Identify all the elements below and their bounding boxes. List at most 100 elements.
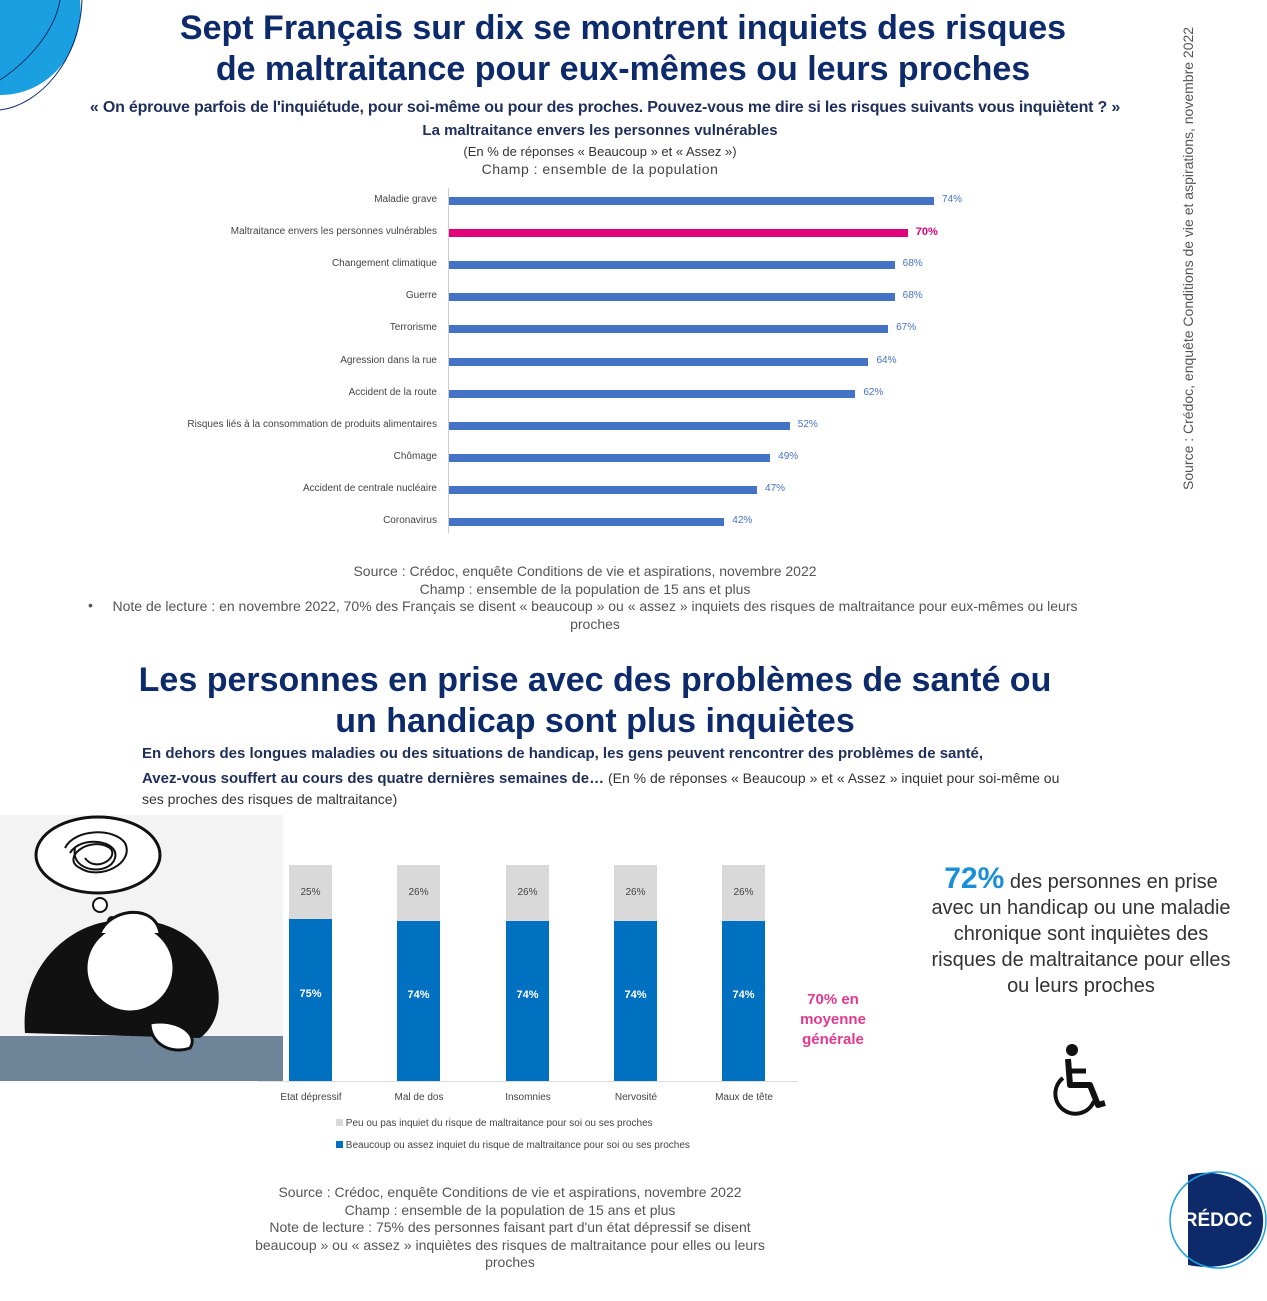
data-label: 62%	[863, 386, 884, 398]
title-line: un handicap sont plus inquiètes	[335, 702, 855, 740]
data-label: 70%	[915, 226, 938, 239]
category-label: Maltraitance envers les personnes vulnér…	[230, 226, 437, 238]
axis-line	[258, 1081, 798, 1082]
bar-segment-worried	[614, 921, 657, 1081]
category-label: Coronavirus	[383, 515, 437, 526]
bar	[449, 197, 934, 205]
worried-person-illustration	[0, 815, 283, 1081]
bar	[449, 485, 758, 494]
data-label: 74%	[407, 989, 430, 1002]
champ-text: Champ : ensemble de la population de 15 …	[419, 581, 751, 597]
bar-segment-not-worried	[722, 865, 765, 922]
data-label: 52%	[797, 418, 818, 430]
legend-item-grey: Peu ou pas inquiet du risque de maltrait…	[336, 1118, 653, 1129]
category-label: Mal de dos	[394, 1092, 444, 1103]
bullet: •	[88, 597, 93, 613]
data-label: 68%	[902, 258, 923, 270]
category-label: Accident de la route	[348, 386, 437, 398]
intro-question-text: Avez-vous souffert au cours des quatre d…	[142, 770, 605, 787]
category-label: Maladie grave	[374, 194, 437, 205]
data-label: 68%	[902, 290, 923, 302]
data-label: 26%	[517, 887, 538, 898]
intro-text: En dehors des longues maladies ou des si…	[142, 745, 984, 762]
bar	[449, 453, 771, 462]
intro-unit: (En % de réponses « Beaucoup » et « Asse…	[142, 770, 1060, 807]
category-label: Maux de tête	[715, 1092, 773, 1103]
legend-swatch	[336, 1119, 343, 1126]
data-label: 26%	[408, 887, 429, 898]
data-label: 75%	[299, 988, 322, 1000]
bar-segment-not-worried	[397, 865, 440, 922]
bar-segment-not-worried	[289, 865, 332, 919]
category-label: Insomnies	[505, 1092, 551, 1103]
data-label: 26%	[733, 887, 754, 898]
legend-label: Peu ou pas inquiet du risque de maltrait…	[345, 1118, 653, 1129]
bar-segment-worried	[289, 919, 332, 1081]
category-label: Risques liés à la consommation de produi…	[187, 418, 437, 430]
logo-text: CRÉDOC	[1170, 1210, 1253, 1231]
data-label: 26%	[625, 887, 646, 898]
bar-segment-not-worried	[506, 865, 549, 922]
chart-subtitle: La maltraitance envers les personnes vul…	[422, 122, 778, 139]
bar-segment-not-worried	[614, 865, 657, 922]
corner-decoration	[0, 0, 83, 111]
category-label: Etat dépressif	[280, 1092, 342, 1103]
data-label: 47%	[765, 482, 786, 494]
intro-question: Avez-vous souffert au cours des quatre d…	[142, 768, 1062, 810]
data-label: 25%	[300, 887, 321, 898]
top-source-block: Source : Crédoc, enquête Conditions de v…	[200, 562, 970, 598]
bar	[449, 421, 790, 430]
bar	[449, 389, 856, 398]
wheelchair-icon	[1053, 1044, 1106, 1116]
category-label: Nervosité	[614, 1092, 658, 1103]
category-label: Chômage	[393, 450, 437, 462]
source-text: Source : Crédoc, enquête Conditions de v…	[278, 1184, 742, 1200]
bar-segment-worried	[397, 921, 440, 1081]
bar	[449, 518, 725, 526]
callout-percent: 72%	[944, 862, 1005, 895]
credoc-logo: CRÉDOC	[1168, 1170, 1267, 1270]
legend-label: Beaucoup ou assez inquiet du risque de m…	[345, 1140, 690, 1151]
side-source: Source : Crédoc, enquête Conditions de v…	[1180, 26, 1196, 490]
bar	[449, 261, 895, 270]
title-line: Sept Français sur dix se montrent inquie…	[179, 9, 1067, 47]
category-label: Agression dans la rue	[340, 354, 437, 366]
champ-text: Champ : ensemble de la population de 15 …	[344, 1201, 676, 1218]
reading-note: Note de lecture : 75% des personnes fais…	[255, 1219, 765, 1270]
chart-champ: Champ : ensemble de la population	[481, 161, 719, 177]
category-label: Guerre	[405, 290, 437, 302]
data-label: 49%	[778, 450, 799, 462]
data-label: 67%	[896, 322, 917, 334]
data-label: 74%	[732, 989, 755, 1002]
data-label: 74%	[942, 194, 963, 205]
data-label: 64%	[876, 354, 897, 366]
category-label: Terrorisme	[389, 322, 437, 334]
bar	[449, 293, 895, 302]
title-line: Les personnes en prise avec des problème…	[138, 661, 1052, 699]
data-label: 74%	[624, 989, 647, 1002]
bar-segment-worried	[506, 921, 549, 1081]
bar	[449, 325, 889, 334]
bottom-source-block: Source : Crédoc, enquête Conditions de v…	[240, 1184, 780, 1272]
reading-note: Note de lecture : en novembre 2022, 70% …	[112, 598, 1078, 632]
bar	[449, 357, 869, 366]
data-label: 42%	[732, 515, 753, 526]
category-label: Changement climatique	[331, 258, 437, 270]
legend-swatch	[336, 1141, 343, 1148]
category-label: Accident de centrale nucléaire	[303, 482, 437, 494]
axis-line	[448, 188, 449, 533]
legend-item-blue: Beaucoup ou assez inquiet du risque de m…	[336, 1140, 690, 1151]
callout-text: des personnes en prise avec un handicap …	[931, 871, 1231, 997]
bottom-title: Les personnes en prise avec des problème…	[40, 660, 1150, 742]
source-text: Source : Crédoc, enquête Conditions de v…	[353, 563, 817, 579]
top-title: Sept Français sur dix se montrent inquie…	[60, 8, 1186, 90]
average-note: 70% en moyenne générale	[800, 991, 866, 1048]
chart-unit: (En % de réponses « Beaucoup » et « Asse…	[463, 144, 737, 159]
bar	[449, 229, 908, 238]
title-line: de maltraitance pour eux-mêmes ou leurs …	[215, 50, 1031, 88]
bar-segment-worried	[722, 921, 765, 1081]
data-label: 74%	[516, 989, 539, 1002]
callout: 72% des personnes en prise avec un handi…	[925, 864, 1237, 999]
survey-question: « On éprouve parfois de l'inquiétude, po…	[89, 99, 1121, 116]
